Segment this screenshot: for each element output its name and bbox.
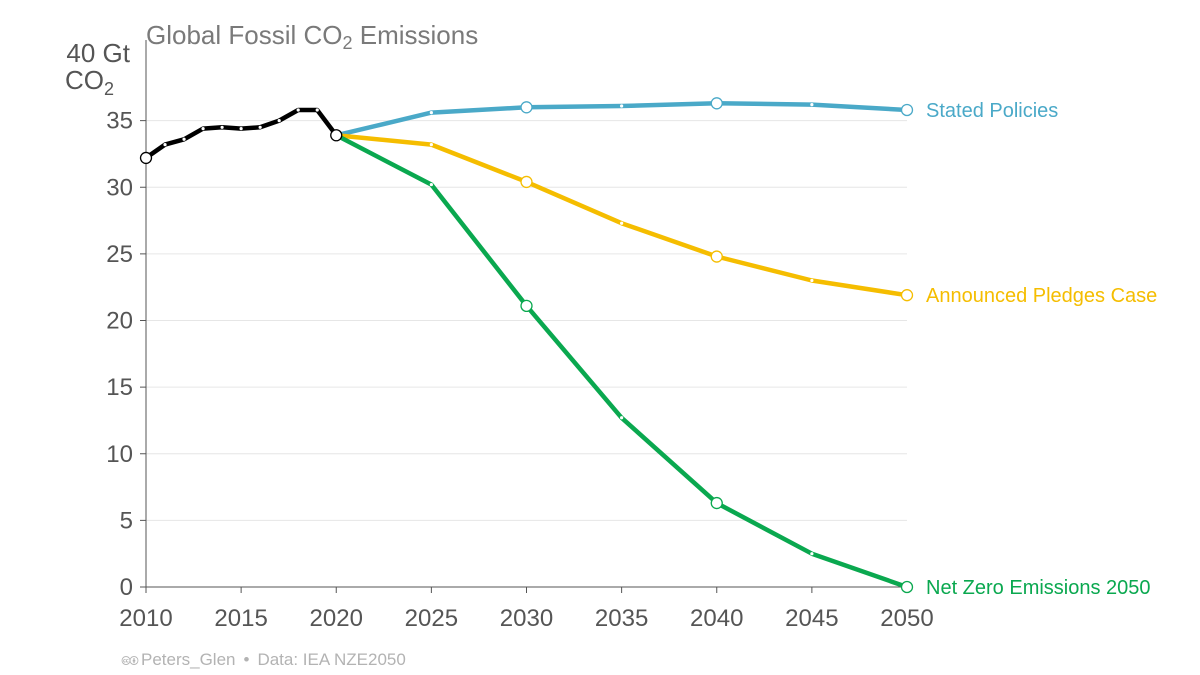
point-historical-2019 (315, 108, 319, 112)
point-pledges-2040 (710, 250, 723, 263)
point-pledges-2050 (900, 289, 914, 302)
point-historical-2012 (182, 137, 186, 141)
y-tick-label-30: 30 (106, 174, 133, 201)
x-tick-label-2050: 2050 (880, 605, 933, 632)
x-tick-label-2045: 2045 (785, 605, 838, 632)
point-historical-2016 (258, 125, 262, 129)
point-stated-2045 (810, 103, 814, 107)
footer-separator: • (243, 650, 250, 669)
x-tick-label-2010: 2010 (119, 605, 172, 632)
series-line-nze (334, 133, 910, 590)
point-historical-2013 (201, 127, 205, 131)
point-stated-2030 (520, 101, 533, 114)
x-tick-label-2030: 2030 (500, 605, 553, 632)
point-pledges-2035 (620, 221, 624, 225)
x-tick-label-2015: 2015 (214, 605, 267, 632)
point-nze-2045 (810, 552, 814, 556)
source-label: Data: IEA NZE2050 (257, 650, 406, 669)
series-label-nze: Net Zero Emissions 2050 (926, 577, 1151, 599)
series-line-stated (334, 101, 910, 138)
y-tick-label-15: 15 (106, 374, 133, 401)
point-nze-2040 (710, 496, 723, 510)
chart-footer: 🅭🅯 Peters_Glen • Data: IEA NZE2050 (122, 650, 406, 670)
point-stated-2040 (710, 97, 723, 110)
point-pledges-2025 (429, 143, 433, 147)
series-labels: Stated Policies Announced Pledges Case Net… (926, 100, 1157, 599)
point-stated-2050 (900, 103, 914, 117)
y-tick-label-20: 20 (106, 308, 133, 335)
y-tick-label-35: 35 (106, 108, 133, 135)
chart-title: Global Fossil CO2 Emissions (146, 20, 478, 53)
point-historical-2015 (239, 127, 243, 131)
point-stated-2035 (620, 104, 624, 108)
y-unit-label-bottom: CO2 (65, 65, 114, 99)
x-tick-label-2035: 2035 (595, 605, 648, 632)
point-historical-2020 (330, 129, 343, 142)
point-historical-2010 (139, 151, 153, 165)
point-historical-2017 (277, 119, 281, 123)
point-historical-2018 (296, 108, 300, 112)
point-nze-2025 (429, 182, 433, 187)
author-label: Peters_Glen (141, 650, 236, 669)
series-line-pledges (334, 133, 910, 298)
point-historical-2011 (163, 143, 167, 147)
x-tick-label-2025: 2025 (405, 605, 458, 632)
y-tick-label-0: 0 (120, 574, 133, 601)
y-tick-label-25: 25 (106, 241, 133, 268)
series-lines (139, 97, 914, 594)
point-pledges-2030 (520, 175, 533, 189)
series-label-pledges: Announced Pledges Case (926, 285, 1157, 307)
series-label-stated: Stated Policies (926, 100, 1058, 122)
y-unit-label-top: 40 Gt (66, 38, 130, 68)
point-historical-2014 (220, 125, 224, 129)
y-tick-label-10: 10 (106, 441, 133, 468)
point-nze-2035 (620, 416, 624, 420)
point-nze-2030 (520, 299, 533, 312)
emissions-chart: Global Fossil CO2 Emissions 40 Gt CO2 0 5… (65, 20, 1157, 632)
point-pledges-2045 (810, 278, 814, 283)
cc-by-icon: 🅭🅯 (122, 653, 138, 668)
point-nze-2050 (900, 580, 914, 594)
x-tick-label-2020: 2020 (310, 605, 363, 632)
series-line-historical (143, 107, 339, 161)
x-tick-label-2040: 2040 (690, 605, 743, 632)
point-stated-2025 (429, 111, 433, 115)
y-tick-label-5: 5 (120, 507, 133, 534)
